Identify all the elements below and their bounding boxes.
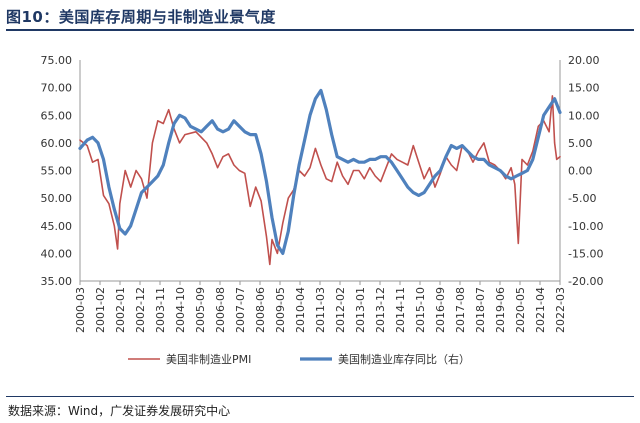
x-tick-label: 2007-07 [234, 287, 247, 333]
left-tick-label: 45.00 [41, 220, 73, 233]
right-tick-label: 5.00 [568, 137, 593, 150]
x-tick-label: 2016-09 [434, 287, 447, 333]
source-note: 数据来源：Wind，广发证券发展研究中心 [8, 404, 231, 418]
x-tick-label: 2013-01 [354, 287, 367, 333]
x-tick-label: 2004-10 [174, 287, 187, 333]
right-tick-label: -10.00 [568, 220, 603, 233]
bottom-rule [6, 396, 634, 397]
x-tick-label: 2019-06 [494, 287, 507, 333]
x-tick-label: 2009-05 [274, 287, 287, 333]
title-rule [6, 29, 634, 31]
legend: 美国非制造业PMI 美国制造业库存同比（右） [128, 352, 470, 366]
right-tick-label: 0.00 [568, 165, 593, 178]
x-tick-label: 2012-02 [334, 287, 347, 333]
left-tick-label: 75.00 [41, 54, 73, 67]
left-tick-label: 65.00 [41, 109, 73, 122]
x-tick-label: 2008-06 [254, 287, 267, 333]
chart-svg: 35.00 40.00 45.00 50.00 55.00 60.00 65.00 70.00… [41, 54, 604, 366]
left-tick-label: 50.00 [41, 192, 73, 205]
right-tick-label: -15.00 [568, 247, 603, 260]
left-tick-label: 40.00 [41, 247, 73, 260]
series-line-nonmfg-pmi [79, 95, 561, 266]
right-y-axis: -20.00 -15.00 -10.00 -5.00 0.00 5.00 10.00 15.0… [568, 54, 603, 288]
legend-label: 美国非制造业PMI [166, 352, 251, 366]
x-tick-label: 2006-08 [214, 287, 227, 333]
legend-label: 美国制造业库存同比（右） [338, 352, 470, 366]
x-tick-label: 2003-11 [154, 287, 167, 333]
x-tick-label: 2017-08 [454, 287, 467, 333]
x-tick-label: 2010-04 [294, 287, 307, 333]
right-tick-label: -20.00 [568, 275, 603, 288]
right-tick-label: -5.00 [568, 192, 596, 205]
x-tick-label: 2020-05 [514, 287, 527, 333]
right-tick-label: 15.00 [568, 82, 600, 95]
x-tick-label: 2005-09 [194, 287, 207, 333]
x-axis: 2000-03 2001-02 2002-01 2002-12 2003-11 2004-… [74, 281, 567, 333]
left-tick-label: 55.00 [41, 165, 73, 178]
x-tick-label: 2011-03 [314, 287, 327, 333]
left-tick-label: 60.00 [41, 137, 73, 150]
x-tick-label: 2015-10 [414, 287, 427, 333]
series-line-mfg-inventory-yoy [78, 88, 562, 255]
series-layer [78, 88, 562, 266]
right-tick-label: 10.00 [568, 109, 600, 122]
x-tick-label: 2014-11 [394, 287, 407, 333]
left-y-axis: 35.00 40.00 45.00 50.00 55.00 60.00 65.00 70.00… [41, 54, 73, 288]
x-tick-label: 2022-03 [554, 287, 567, 333]
left-tick-label: 70.00 [41, 82, 73, 95]
x-tick-label: 2021-04 [534, 287, 547, 333]
figure-title: 图10：美国库存周期与非制造业景气度 [6, 8, 276, 26]
x-tick-label: 2001-02 [94, 287, 107, 333]
x-tick-label: 2000-03 [74, 287, 87, 333]
left-tick-label: 35.00 [41, 275, 73, 288]
x-tick-label: 2002-12 [134, 287, 147, 333]
x-tick-label: 2018-07 [474, 287, 487, 333]
x-tick-label: 2013-12 [374, 287, 387, 333]
x-tick-label: 2002-01 [114, 287, 127, 333]
right-tick-label: 20.00 [568, 54, 600, 67]
